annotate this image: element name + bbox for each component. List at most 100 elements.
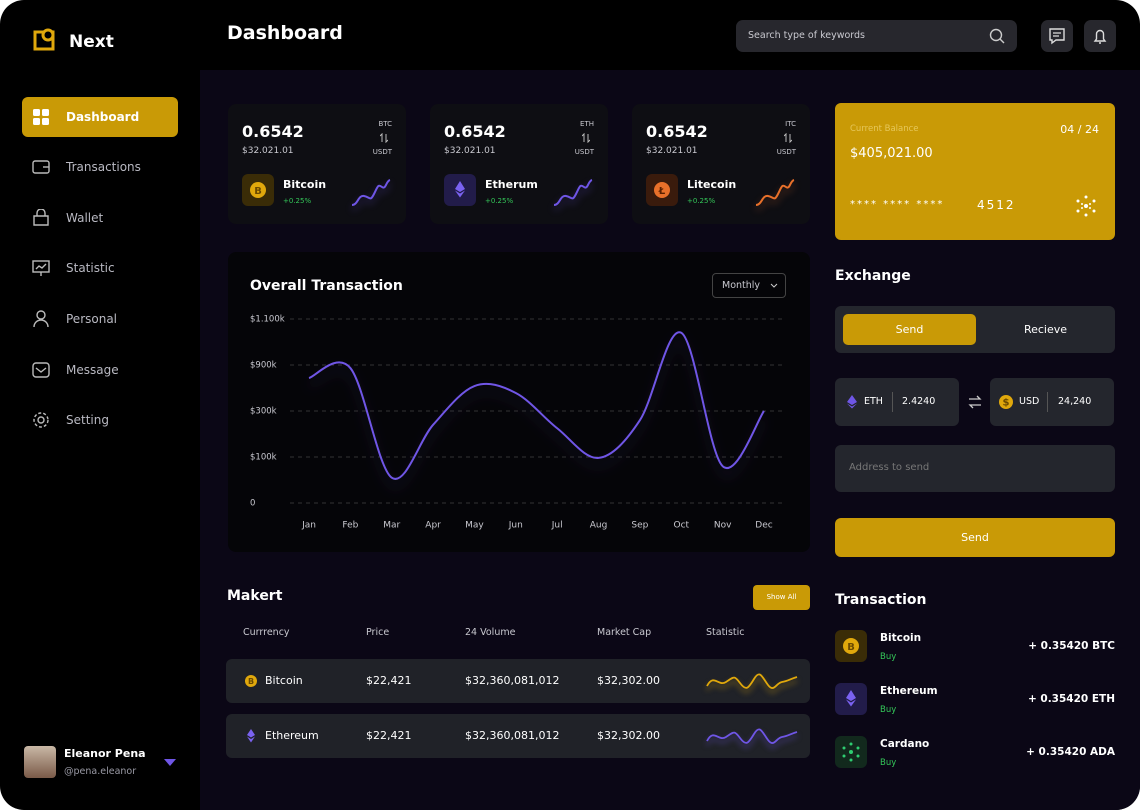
y-tick-label: 0 bbox=[250, 499, 255, 509]
card-number-mask: **** **** **** bbox=[850, 199, 945, 210]
y-tick-label: $300k bbox=[250, 407, 277, 417]
market-cell: $22,421 bbox=[366, 674, 412, 687]
transaction-amount: + 0.35420 BTC bbox=[1028, 640, 1115, 652]
x-tick-label: Jun bbox=[508, 521, 523, 531]
period-dropdown[interactable]: Monthly bbox=[712, 273, 786, 298]
send-tab[interactable]: Send bbox=[843, 314, 976, 345]
message-button[interactable] bbox=[1041, 20, 1073, 52]
transaction-item[interactable]: B Bitcoin Buy + 0.35420 BTC bbox=[835, 630, 1115, 670]
transaction-icon bbox=[835, 736, 867, 768]
column-header: Currrency bbox=[243, 627, 290, 638]
from-amount: 2.4240 bbox=[902, 396, 936, 407]
nav-label: Wallet bbox=[66, 211, 104, 225]
coin-sparkline bbox=[553, 179, 593, 206]
transaction-name: Bitcoin bbox=[880, 632, 922, 644]
nav-item[interactable]: Setting bbox=[22, 400, 178, 440]
address-input[interactable]: Address to send bbox=[835, 445, 1115, 492]
receive-tab[interactable]: Recieve bbox=[1023, 323, 1068, 336]
coin-usd: $32.021.01 bbox=[646, 146, 698, 156]
from-currency-code: ETH bbox=[864, 396, 883, 407]
exchange-tabs: Send Recieve bbox=[835, 306, 1115, 353]
coin-usd: $32.021.01 bbox=[444, 146, 496, 156]
x-tick-label: Oct bbox=[673, 521, 689, 531]
card-label: Current Balance bbox=[850, 124, 919, 134]
x-tick-label: Feb bbox=[342, 521, 358, 531]
coin-card[interactable]: 0.6542 $32.021.01 ITC USDT Ł Litecoin +0… bbox=[632, 104, 810, 224]
transaction-status: Buy bbox=[880, 758, 897, 768]
market-row[interactable]: B Bitcoin $22,421 $32,360,081,012 $32,302.00 bbox=[226, 659, 810, 703]
search-icon bbox=[989, 28, 1005, 44]
nav-icon bbox=[33, 109, 49, 125]
coin-icon bbox=[444, 174, 476, 206]
coin-icon: Ł bbox=[646, 174, 678, 206]
coin-card[interactable]: 0.6542 $32.021.01 BTC USDT B Bitcoin +0.… bbox=[228, 104, 406, 224]
card-logo bbox=[1076, 195, 1096, 217]
market-row[interactable]: Ethereum $22,421 $32,360,081,012 $32,302.00 bbox=[226, 714, 810, 758]
transaction-name: Cardano bbox=[880, 738, 930, 750]
nav-icon bbox=[32, 160, 50, 174]
coin-name: Litecoin bbox=[687, 178, 737, 191]
coin-usd: $32.021.01 bbox=[242, 146, 294, 156]
x-tick-label: Jan bbox=[301, 521, 316, 531]
market-sparkline bbox=[706, 728, 798, 744]
balance-card: Current Balance 04 / 24 $405,021.00 ****… bbox=[835, 103, 1115, 240]
x-tick-label: May bbox=[465, 521, 484, 531]
y-tick-label: $900k bbox=[250, 361, 277, 371]
nav-label: Setting bbox=[66, 413, 109, 427]
from-currency[interactable]: ETH 2.4240 bbox=[835, 378, 959, 426]
transaction-amount: + 0.35420 ADA bbox=[1026, 746, 1115, 758]
transaction-item[interactable]: Cardano Buy + 0.35420 ADA bbox=[835, 736, 1115, 776]
show-all-button[interactable]: Show All bbox=[753, 585, 810, 610]
page-title: Dashboard bbox=[227, 22, 343, 44]
market-cell: $22,421 bbox=[366, 729, 412, 742]
nav-item[interactable]: Message bbox=[22, 350, 178, 390]
brand: Next bbox=[69, 32, 114, 52]
market-cell: $32,360,081,012 bbox=[465, 674, 560, 687]
nav-item[interactable]: Personal bbox=[22, 299, 178, 339]
send-button[interactable]: Send bbox=[835, 518, 1115, 557]
coin-value: 0.6542 bbox=[444, 122, 506, 141]
card-expiry: 04 / 24 bbox=[1060, 123, 1099, 136]
logo bbox=[33, 28, 55, 51]
column-header: Statistic bbox=[706, 627, 745, 638]
search-box[interactable]: Search type of keywords bbox=[736, 20, 1017, 52]
chart: Overall Transaction $1.100k $900k $300k $10… bbox=[250, 278, 786, 531]
transaction-item[interactable]: Ethereum Buy + 0.35420 ETH bbox=[835, 683, 1115, 723]
market-sparkline bbox=[706, 673, 798, 689]
pair-bottom: USDT bbox=[372, 148, 392, 156]
pair-bottom: USDT bbox=[574, 148, 594, 156]
coin-sparkline bbox=[351, 179, 391, 206]
pair-bottom: USDT bbox=[776, 148, 796, 156]
column-header: Price bbox=[366, 627, 390, 638]
svg-text:$: $ bbox=[1003, 398, 1010, 409]
swap-icon[interactable] bbox=[967, 395, 983, 409]
currency-icon bbox=[247, 729, 255, 743]
pair-icon bbox=[784, 133, 792, 143]
chart-title: Overall Transaction bbox=[250, 278, 403, 294]
x-tick-label: Dec bbox=[755, 521, 772, 531]
exchange-title: Exchange bbox=[835, 268, 911, 284]
coin-card[interactable]: 0.6542 $32.021.01 ETH USDT Etherum +0.25… bbox=[430, 104, 608, 224]
notification-button[interactable] bbox=[1084, 20, 1116, 52]
to-amount: 24,240 bbox=[1058, 396, 1092, 407]
coin-change: +0.25% bbox=[283, 197, 312, 205]
transaction-name: Ethereum bbox=[880, 685, 938, 697]
nav-icon bbox=[32, 362, 50, 378]
svg-text:B: B bbox=[248, 677, 254, 686]
coin-sparkline bbox=[755, 179, 795, 206]
user-handle: @pena.eleanor bbox=[64, 766, 137, 777]
pair-top: ITC bbox=[785, 120, 796, 128]
to-currency-code: USD bbox=[1019, 396, 1040, 407]
user-menu[interactable] bbox=[163, 758, 177, 768]
nav-item[interactable]: Wallet bbox=[22, 198, 178, 238]
x-tick-label: Jul bbox=[551, 521, 563, 531]
to-currency[interactable]: $ USD 24,240 bbox=[990, 378, 1114, 426]
chart-panel bbox=[228, 252, 810, 552]
nav-item[interactable]: Dashboard bbox=[22, 97, 178, 137]
pair-top: ETH bbox=[580, 120, 594, 128]
nav-item[interactable]: Statistic bbox=[22, 248, 178, 288]
x-tick-label: Aug bbox=[590, 521, 608, 531]
nav-item[interactable]: Transactions bbox=[22, 147, 178, 187]
coin-name: Etherum bbox=[485, 178, 538, 191]
transaction-icon: B bbox=[835, 630, 867, 662]
